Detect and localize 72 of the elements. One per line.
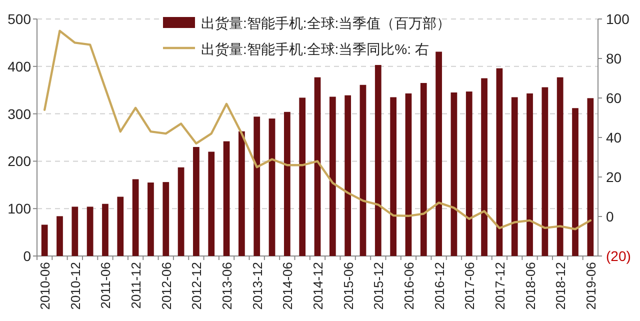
y-tick-label: 100 bbox=[8, 200, 32, 217]
x-tick-label: 2019-06 bbox=[583, 262, 598, 310]
bar bbox=[405, 93, 412, 256]
x-tick-label: 2015-12 bbox=[371, 262, 386, 310]
bar bbox=[344, 95, 352, 256]
bar bbox=[496, 68, 503, 256]
y2-tick-label: 0 bbox=[606, 208, 614, 224]
bar bbox=[329, 96, 336, 256]
bar bbox=[178, 167, 184, 256]
bar bbox=[481, 78, 488, 256]
bar bbox=[268, 118, 276, 256]
bar bbox=[284, 112, 290, 256]
bar bbox=[374, 64, 382, 256]
x-tick-label: 2010-06 bbox=[38, 262, 53, 310]
bar bbox=[56, 216, 63, 256]
x-tick-label: 2018-06 bbox=[522, 262, 538, 310]
x-tick-label: 2013-12 bbox=[250, 262, 265, 310]
bar bbox=[132, 179, 139, 256]
bar bbox=[254, 116, 260, 256]
x-tick-label: 2012-06 bbox=[158, 262, 174, 310]
bar bbox=[193, 146, 200, 256]
bar bbox=[41, 224, 48, 256]
bar bbox=[162, 182, 170, 256]
x-tick-label: 2017-06 bbox=[462, 262, 478, 310]
x-tick-label: 2011-06 bbox=[98, 262, 114, 309]
bar bbox=[526, 93, 533, 256]
y-tick-label: 0 bbox=[23, 248, 32, 264]
bar bbox=[314, 77, 321, 256]
bar bbox=[542, 87, 548, 256]
bar bbox=[450, 92, 458, 256]
bar bbox=[299, 98, 306, 256]
y-tick-label: 500 bbox=[8, 11, 32, 27]
y-tick-label: 200 bbox=[8, 153, 32, 170]
bar bbox=[436, 52, 442, 256]
bar bbox=[360, 84, 366, 256]
legend-label: 出货量:智能手机:全球:当季同比%: 右 bbox=[201, 41, 429, 57]
x-tick-label: 2016-12 bbox=[432, 262, 447, 310]
y2-tick-label: 40 bbox=[606, 130, 622, 146]
y2-tick-label: (20) bbox=[606, 248, 631, 264]
bar bbox=[72, 206, 78, 256]
y-tick-label: 400 bbox=[8, 58, 32, 74]
x-tick-label: 2016-06 bbox=[401, 262, 416, 310]
y2-tick-label: 80 bbox=[606, 50, 622, 66]
bar bbox=[572, 108, 578, 256]
x-tick-label: 2012-12 bbox=[189, 262, 204, 310]
bar bbox=[208, 152, 215, 256]
bar bbox=[587, 98, 594, 256]
x-tick-label: 2010-12 bbox=[68, 262, 83, 310]
y-tick-label: 300 bbox=[8, 106, 32, 122]
bar bbox=[238, 131, 245, 256]
x-tick-label: 2018-12 bbox=[553, 262, 568, 310]
bar bbox=[556, 77, 564, 256]
y2-tick-label: 20 bbox=[606, 169, 622, 185]
line-series bbox=[43, 30, 592, 230]
bar bbox=[102, 204, 108, 256]
x-tick-label: 2014-12 bbox=[310, 262, 326, 310]
legend-label: 出货量:智能手机:全球:当季值（百万部） bbox=[201, 15, 451, 31]
bar bbox=[148, 182, 154, 256]
x-tick-label: 2011-12 bbox=[128, 262, 144, 309]
bar bbox=[390, 97, 396, 256]
x-tick-label: 2017-12 bbox=[492, 262, 508, 310]
bar bbox=[420, 82, 427, 256]
bar bbox=[466, 92, 472, 256]
bar bbox=[511, 97, 518, 256]
x-tick-label: 2015-06 bbox=[340, 262, 356, 310]
y2-tick-label: 100 bbox=[606, 11, 630, 27]
bar bbox=[117, 196, 124, 256]
bar bbox=[223, 141, 230, 256]
y2-tick-label: 60 bbox=[606, 90, 622, 106]
x-tick-label: 2014-06 bbox=[280, 262, 296, 310]
x-tick-label: 2013-06 bbox=[220, 262, 235, 310]
bar bbox=[86, 206, 94, 256]
